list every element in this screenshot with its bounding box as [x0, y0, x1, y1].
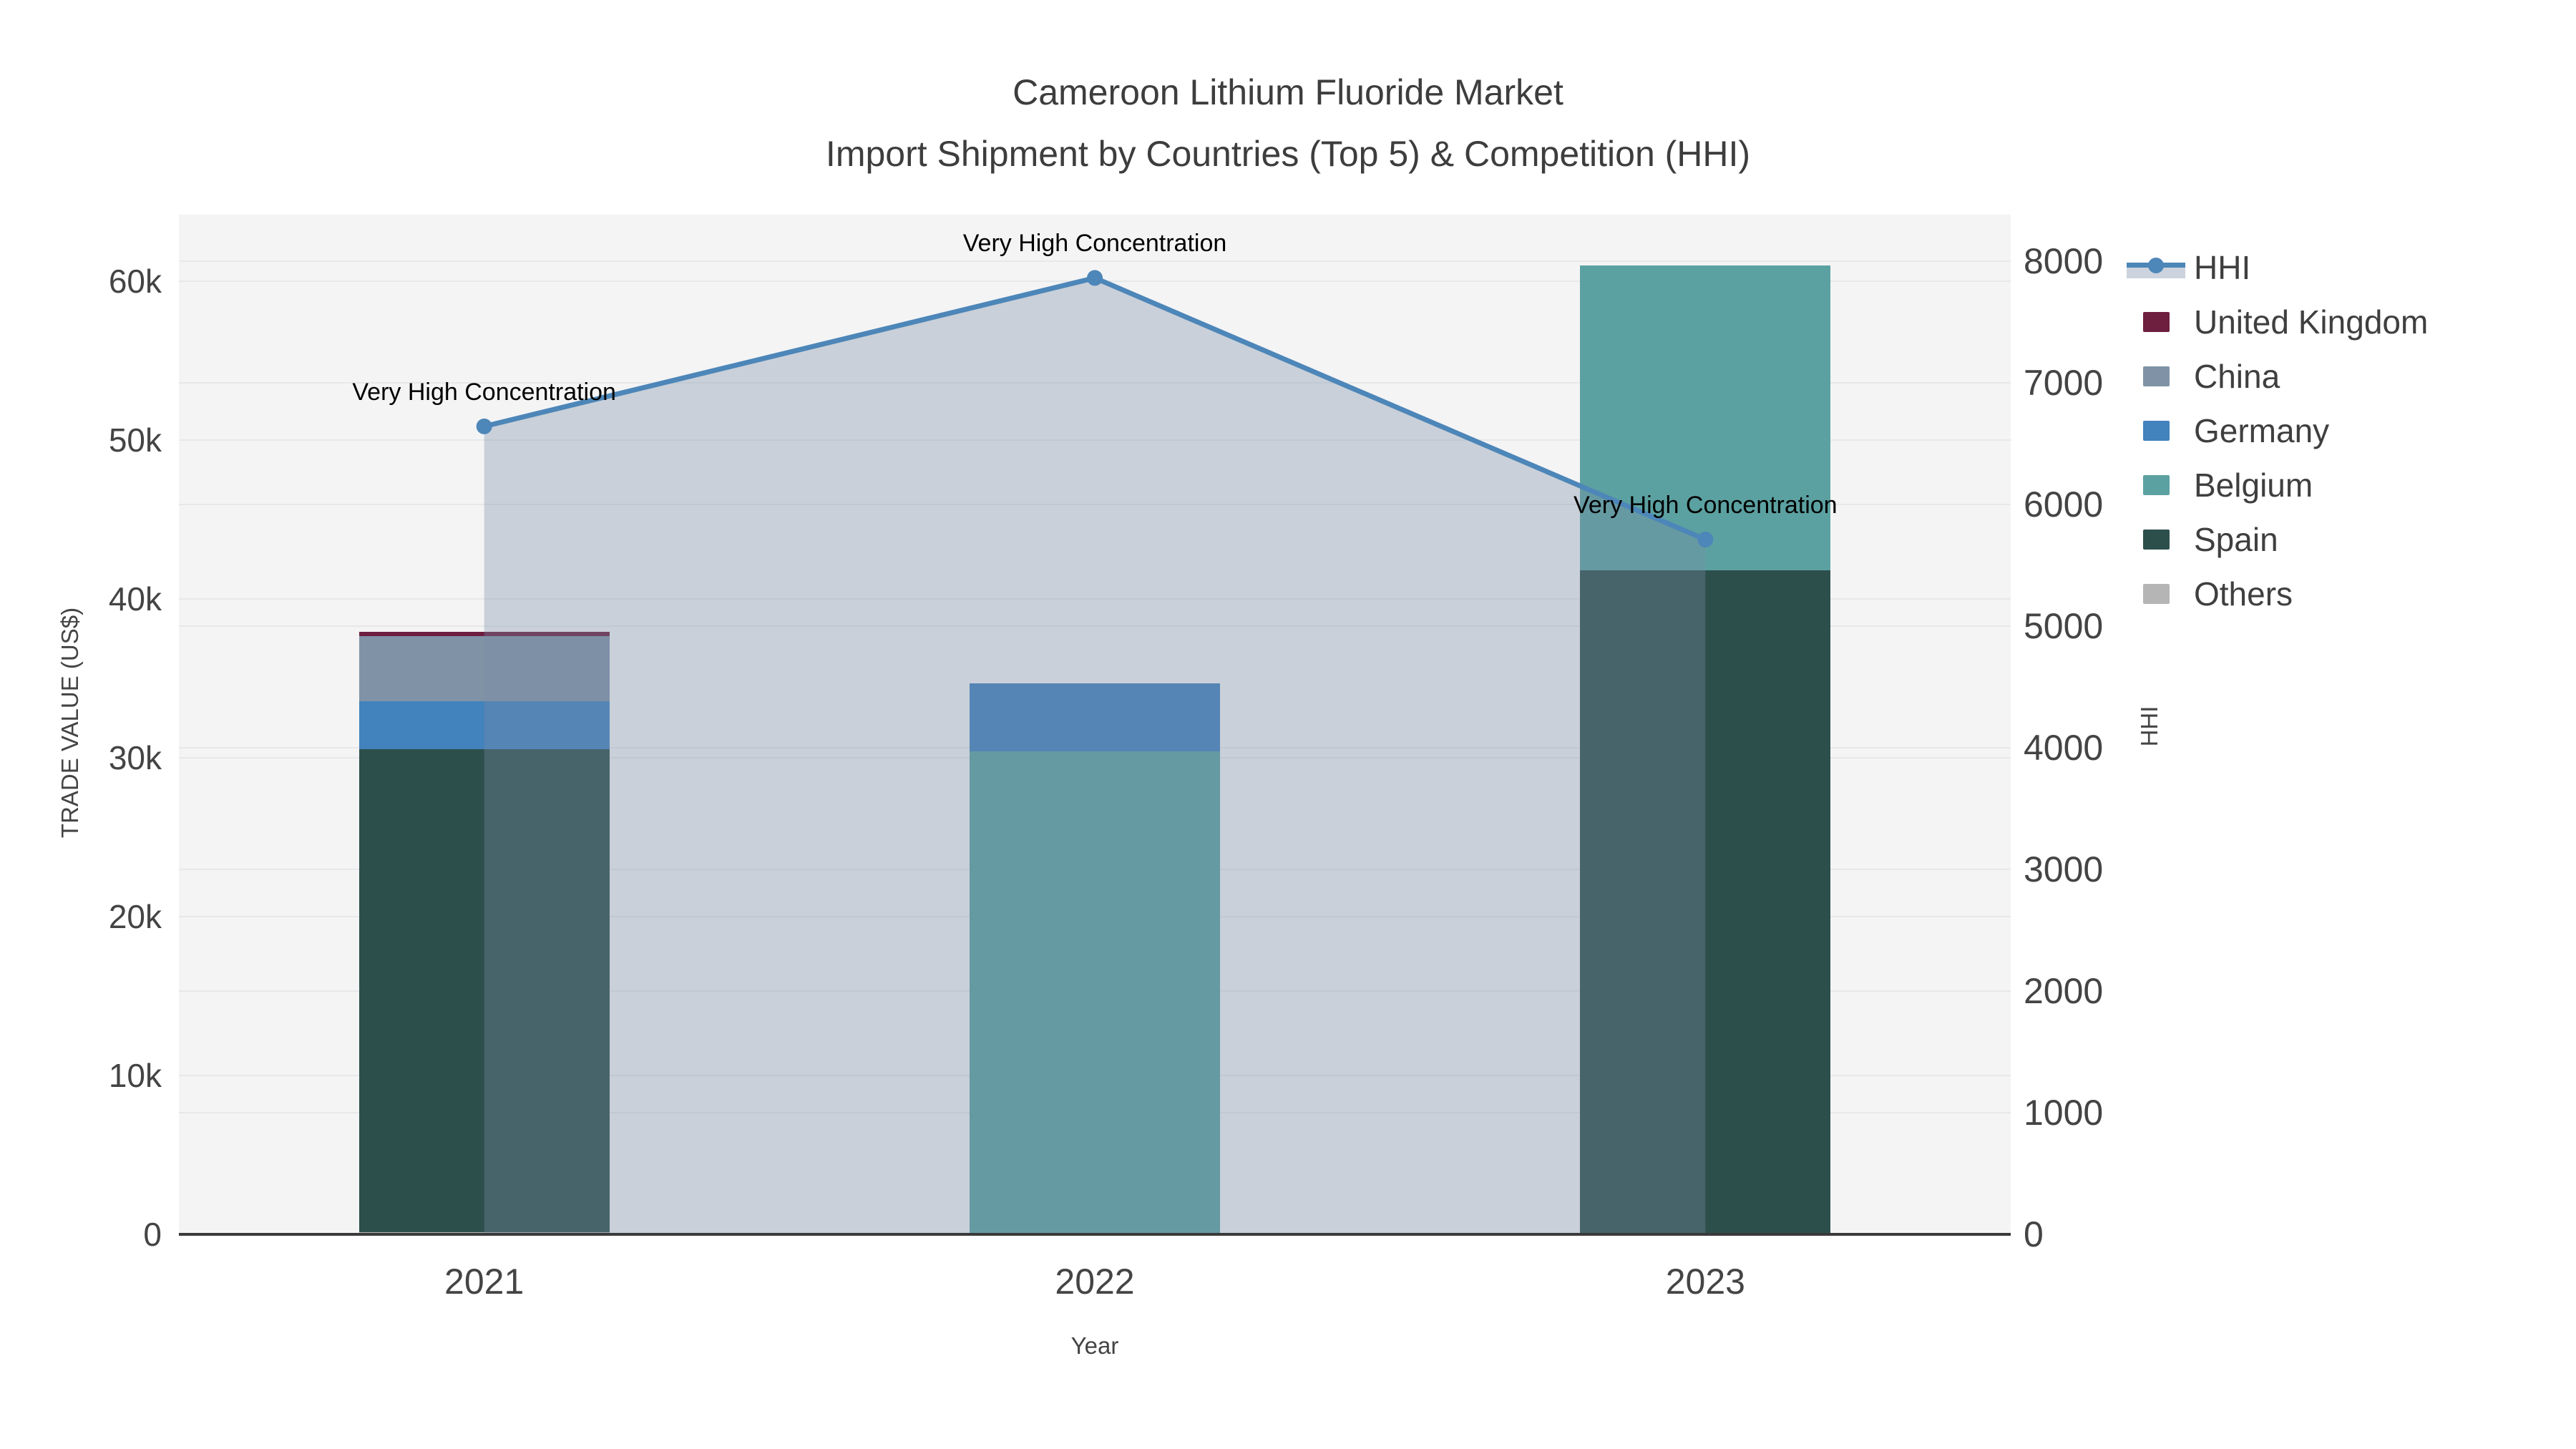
bar-segment-china-2021[interactable] [358, 636, 610, 702]
y-tick-right-4000: 4000 [2024, 727, 2104, 768]
bar-segment-spain-2023[interactable] [1580, 570, 1831, 1234]
color-swatch [2142, 530, 2170, 550]
color-swatch [2142, 584, 2170, 604]
x-tick-2021: 2021 [444, 1262, 525, 1302]
y-tick-left-50k: 50k [108, 421, 162, 459]
hhi-line-icon [2127, 253, 2185, 283]
bar-segment-belgium-2022[interactable] [970, 751, 1220, 1234]
legend-label: Belgium [2194, 467, 2313, 504]
y-tick-left-40k: 40k [108, 580, 162, 618]
legend-item-germany[interactable]: Germany [2127, 404, 2428, 458]
bar-segment-united-kingdom-2021[interactable] [358, 631, 610, 637]
chart-title: Cameroon Lithium Fluoride Market [1013, 72, 1563, 112]
gridline-right-6000 [179, 503, 2011, 505]
hhi-marker-dot [2148, 258, 2164, 273]
legend-item-united-kingdom[interactable]: United Kingdom [2127, 295, 2428, 349]
plot-area [179, 215, 2011, 1234]
legend-item-china[interactable]: China [2127, 349, 2428, 404]
annotation-2023: Very High Concentration [1574, 492, 1838, 519]
y-tick-left-20k: 20k [108, 898, 162, 936]
legend-item-spain[interactable]: Spain [2127, 512, 2428, 567]
legend-item-hhi[interactable]: HHI [2127, 240, 2428, 295]
legend-label: Spain [2194, 521, 2278, 558]
legend-label: Germany [2194, 412, 2330, 449]
chart-subtitle: Import Shipment by Countries (Top 5) & C… [825, 134, 1751, 174]
color-swatch [2142, 312, 2170, 332]
swatch-icon [2127, 366, 2185, 386]
gridline-right-5000 [179, 625, 2011, 627]
legend-label: China [2194, 358, 2280, 395]
y-axis-left-title: TRADE VALUE (US$) [57, 607, 83, 839]
bar-segment-germany-2021[interactable] [358, 701, 610, 749]
y-tick-right-3000: 3000 [2024, 849, 2104, 889]
y-tick-left-10k: 10k [108, 1057, 162, 1095]
y-tick-right-8000: 8000 [2024, 240, 2104, 281]
bar-segment-germany-2022[interactable] [970, 683, 1220, 752]
x-tick-2022: 2022 [1055, 1262, 1135, 1302]
y-tick-right-1000: 1000 [2024, 1092, 2104, 1133]
swatch-icon [2127, 475, 2185, 495]
x-axis-title: Year [1070, 1332, 1119, 1359]
hhi-area-fill [484, 278, 1706, 1234]
legend-item-belgium[interactable]: Belgium [2127, 458, 2428, 512]
y-tick-right-7000: 7000 [2024, 362, 2104, 403]
y-tick-left-0: 0 [143, 1216, 162, 1253]
y-tick-right-2000: 2000 [2024, 970, 2104, 1011]
y-tick-left-60k: 60k [108, 263, 162, 301]
hhi-legend-glyph [2127, 253, 2185, 283]
bar-segment-spain-2021[interactable] [358, 748, 610, 1232]
swatch-icon [2127, 312, 2185, 332]
gridline-left-50k [179, 439, 2011, 441]
hhi-marker-2023[interactable] [1697, 532, 1714, 548]
annotation-2021: Very High Concentration [352, 378, 616, 406]
hhi-marker-2022[interactable] [1087, 270, 1103, 286]
y-tick-left-30k: 30k [108, 739, 162, 777]
color-swatch [2142, 475, 2170, 495]
legend-label: HHI [2194, 249, 2251, 286]
swatch-icon [2127, 530, 2185, 550]
hhi-marker-2021[interactable] [476, 418, 492, 434]
legend-item-others[interactable]: Others [2127, 567, 2428, 621]
gridline-right-8000 [179, 260, 2011, 262]
swatch-icon [2127, 421, 2185, 441]
gridline-left-40k [179, 598, 2011, 600]
color-swatch [2142, 366, 2170, 386]
legend: HHI United Kingdom China Germany Belgium Spai… [2127, 240, 2428, 621]
legend-label: United Kingdom [2194, 303, 2429, 341]
x-tick-2023: 2023 [1665, 1262, 1745, 1302]
color-swatch [2142, 421, 2170, 441]
swatch-icon [2127, 584, 2185, 604]
y-tick-right-6000: 6000 [2024, 484, 2104, 525]
y-tick-right-5000: 5000 [2024, 605, 2104, 646]
y-tick-right-0: 0 [2024, 1214, 2044, 1254]
bar-segment-belgium-2023[interactable] [1580, 265, 1831, 571]
x-axis-line [179, 1233, 2011, 1236]
gridline-right-7000 [179, 381, 2011, 384]
legend-label: Others [2194, 575, 2293, 613]
hhi-line-layer [476, 270, 1714, 1234]
annotation-2022: Very High Concentration [962, 230, 1227, 258]
